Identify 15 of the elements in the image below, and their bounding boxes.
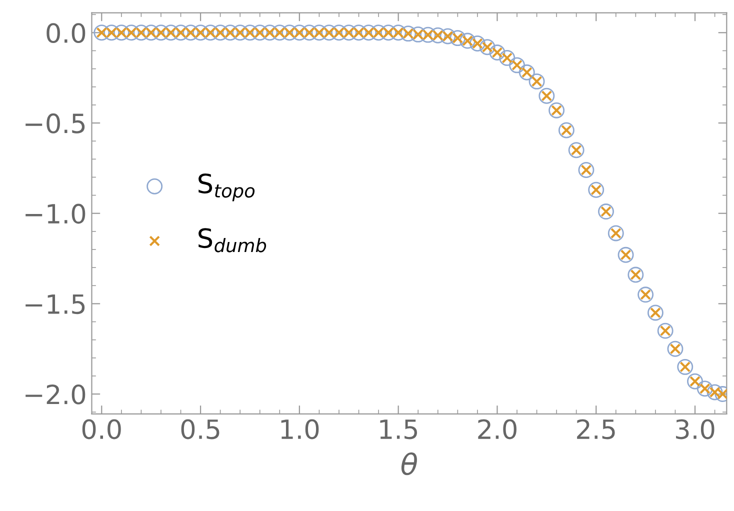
x-tick-label: 2.0: [478, 419, 516, 440]
y-tick-label: −2.0: [26, 384, 86, 404]
y-tick-label: 0.0: [46, 23, 86, 44]
y-tick-label: −1.0: [26, 204, 86, 224]
y-tick-label: −1.5: [26, 294, 85, 314]
x-tick-label: 3.0: [676, 419, 714, 440]
legend-label: S$_{topo}$: [198, 174, 255, 202]
x-tick-label: 1.0: [281, 419, 319, 440]
x-tick-label: 0.0: [82, 419, 121, 440]
legend-label: S$_{dumb}$: [198, 228, 266, 252]
y-tick-label: −0.5: [26, 113, 85, 134]
x-tick-label: 0.5: [181, 419, 220, 440]
x-tick-label: 2.5: [577, 419, 615, 440]
x-axis-title: θ: [401, 452, 417, 476]
x-tick-label: 1.5: [380, 420, 418, 440]
